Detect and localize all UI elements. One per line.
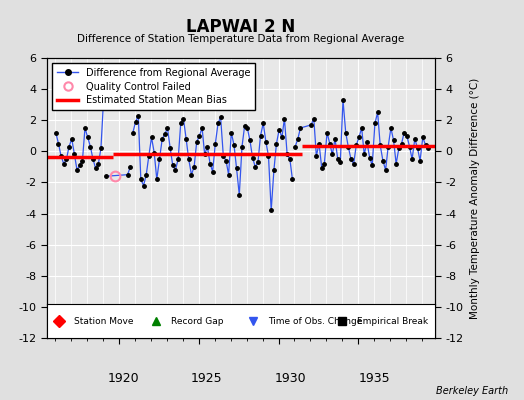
- Text: 1925: 1925: [191, 372, 223, 384]
- Text: 1920: 1920: [107, 372, 139, 384]
- Legend: Difference from Regional Average, Quality Control Failed, Estimated Station Mean: Difference from Regional Average, Qualit…: [52, 63, 255, 110]
- Text: Difference of Station Temperature Data from Regional Average: Difference of Station Temperature Data f…: [78, 34, 405, 44]
- Text: LAPWAI 2 N: LAPWAI 2 N: [187, 18, 296, 36]
- Text: Empirical Break: Empirical Break: [357, 316, 429, 326]
- Text: 1935: 1935: [359, 372, 390, 384]
- Text: Berkeley Earth: Berkeley Earth: [436, 386, 508, 396]
- Text: Station Move: Station Move: [74, 316, 134, 326]
- Y-axis label: Monthly Temperature Anomaly Difference (°C): Monthly Temperature Anomaly Difference (…: [471, 77, 481, 319]
- Text: Record Gap: Record Gap: [171, 316, 224, 326]
- Text: Time of Obs. Change: Time of Obs. Change: [268, 316, 363, 326]
- Text: 1930: 1930: [275, 372, 307, 384]
